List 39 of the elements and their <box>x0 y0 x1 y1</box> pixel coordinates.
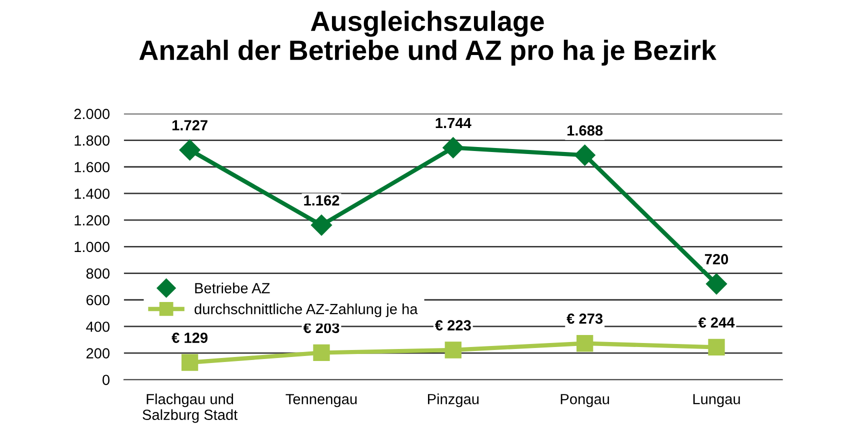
x-tick-label: Pinzgau <box>428 394 479 408</box>
y-tick-label: 0 <box>102 374 110 386</box>
point <box>181 354 198 371</box>
data-label: 1.744 <box>436 118 472 128</box>
legend-label: Betriebe AZ <box>195 282 270 294</box>
x-tick-label: Pongau <box>560 394 609 408</box>
point <box>313 344 330 361</box>
point <box>708 338 725 356</box>
y-tick-label: 1.200 <box>74 215 110 226</box>
y-tick-label: 400 <box>86 322 110 332</box>
data-label: € 273 <box>566 313 603 324</box>
point <box>442 137 464 158</box>
point <box>576 335 594 352</box>
y-tick-label: 2.000 <box>74 108 110 120</box>
data-label: 1.727 <box>172 120 208 130</box>
y-tick-label: 200 <box>86 348 110 358</box>
y-tick-label: 1.800 <box>74 135 110 146</box>
x-tick-label: Lungau <box>693 394 740 408</box>
data-label: € 203 <box>303 322 340 334</box>
data-label: 720 <box>704 254 728 264</box>
legend-label: durchschnittliche AZ-Zahlung je ha <box>194 304 418 318</box>
point <box>179 139 200 161</box>
point <box>310 214 332 236</box>
data-label: 1.162 <box>304 195 340 206</box>
data-label: € 223 <box>434 320 471 330</box>
y-tick-label: 800 <box>86 268 110 279</box>
y-tick-label: 600 <box>86 294 110 306</box>
y-tick-label: 1.600 <box>74 162 110 172</box>
data-label: € 129 <box>172 332 208 343</box>
data-label: 1.688 <box>567 125 603 136</box>
y-tick-label: 1.400 <box>74 188 110 199</box>
x-tick-label: Tennengau <box>286 394 357 408</box>
point <box>574 144 596 166</box>
x-tick-label: Flachgau und Salzburg Stadt <box>142 394 238 423</box>
point <box>706 273 728 294</box>
point <box>444 342 462 358</box>
y-tick-label: 1.000 <box>74 242 110 252</box>
chart-title: Ausgleichszulage Anzahl der Betriebe und AZ pro ha je Bezirk <box>139 10 716 66</box>
data-label: € 244 <box>698 317 735 328</box>
